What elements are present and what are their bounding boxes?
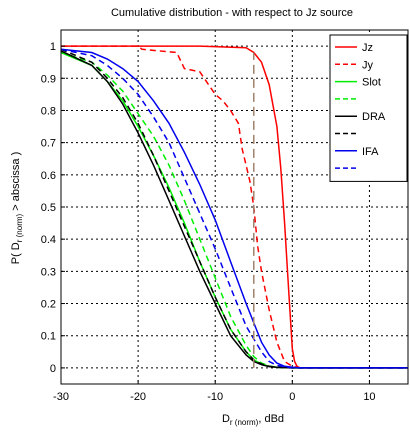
y-tick-label: 0.7 — [41, 138, 56, 150]
series-line-dashed-7 — [60, 48, 408, 369]
y-tick-label: 0.9 — [41, 73, 56, 85]
y-tick-label: 0.8 — [41, 105, 56, 117]
legend-label: Jy — [362, 59, 374, 71]
y-tick-label: 0.1 — [41, 331, 56, 343]
series-line-jy — [61, 45, 408, 369]
y-axis-label-post: > abscissa ) — [10, 152, 22, 214]
x-axis-label-unit: , dBd — [258, 413, 284, 425]
y-tick-label: 0 — [50, 363, 56, 375]
y-axis-label-pre: P( D — [10, 242, 22, 264]
svg-text:Dr (norm), dBd: Dr (norm), dBd — [222, 413, 284, 427]
y-tick-label: 0.6 — [41, 170, 56, 182]
y-tick-label: 0.2 — [41, 299, 56, 311]
chart-title: Cumulative distribution - with respect t… — [111, 7, 353, 19]
x-tick-label: -10 — [207, 391, 223, 403]
x-axis-label-main: D — [222, 413, 230, 425]
legend-label: Slot — [362, 77, 381, 89]
x-tick-label: 10 — [363, 391, 375, 403]
legend-label: IFA — [362, 146, 379, 158]
x-tick-label: 0 — [289, 391, 295, 403]
y-axis-label: P( Dr (norm) > abscissa ) — [10, 152, 24, 265]
legend-label: DRA — [362, 111, 386, 123]
series-group — [60, 45, 408, 369]
legend: Jz Jy Slot DRA IFA — [329, 34, 408, 182]
y-tick-label: 0.5 — [41, 202, 56, 214]
y-axis-label-sub: r (norm) — [15, 213, 24, 242]
x-axis-label-sub: r (norm) — [230, 418, 259, 427]
svg-text:P( Dr (norm) > abscissa ): P( Dr (norm) > abscissa ) — [10, 152, 24, 265]
series-line-dashed-5 — [60, 48, 408, 369]
x-tick-label: -20 — [130, 391, 146, 403]
series-line-jz — [61, 45, 408, 369]
y-tick-label: 0.3 — [41, 266, 56, 278]
series-line-ifa — [60, 48, 408, 369]
tick-group: -30 -20 -10 0 10 0 0.1 0.2 0.3 0.4 0.5 0.6 0.7 0.8 0.9… — [41, 41, 376, 403]
y-tick-label: 0.4 — [41, 234, 56, 246]
x-axis-label: Dr (norm), dBd — [222, 413, 284, 427]
legend-box — [329, 34, 408, 182]
legend-label: Jz — [362, 42, 373, 54]
x-tick-label: -30 — [53, 391, 69, 403]
series-line-dra — [60, 50, 408, 369]
y-tick-label: 1 — [50, 41, 56, 53]
